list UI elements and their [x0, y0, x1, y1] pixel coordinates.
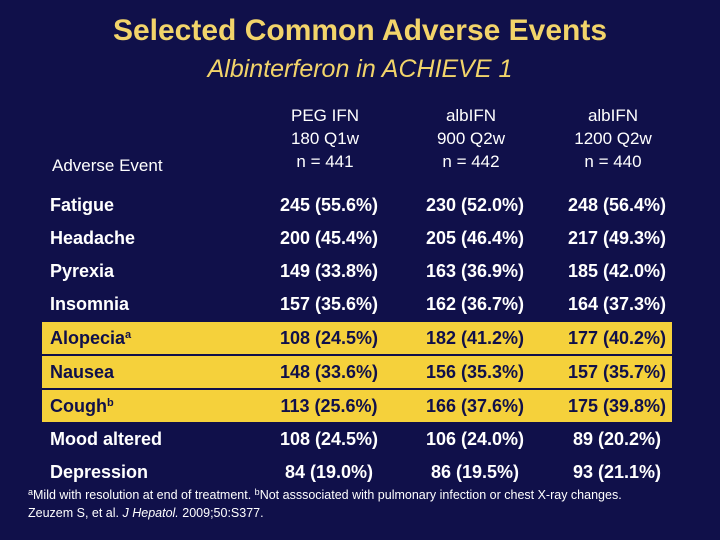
value-peg-ifn: 148 (33.6%) [279, 362, 379, 382]
slide-title: Selected Common Adverse Events [112, 14, 608, 47]
value-albifn-900: 230 (52.0%) [425, 195, 525, 215]
event-name: Fatigue [50, 195, 115, 215]
value-albifn-1200: 89 (20.2%) [572, 429, 662, 449]
table-row: Headache 200 (45.4%) 205 (46.4%) 217 (49… [42, 222, 672, 254]
value-albifn-1200: 175 (39.8%) [567, 396, 667, 416]
value-albifn-900: 156 (35.3%) [425, 362, 525, 382]
header-line: 900 Q2w [436, 129, 506, 148]
footnote-marker: b [106, 397, 114, 409]
footnote-definitions: aMild with resolution at end of treatmen… [28, 487, 622, 502]
value-albifn-900: 162 (36.7%) [425, 294, 525, 314]
header-line: PEG IFN [290, 106, 359, 125]
value-peg-ifn: 200 (45.4%) [279, 228, 379, 248]
event-name: Coughb [50, 396, 114, 416]
value-albifn-900: 106 (24.0%) [425, 429, 525, 449]
value-peg-ifn: 113 (25.6%) [280, 396, 378, 416]
table-row: Mood altered 108 (24.5%) 106 (24.0%) 89 … [42, 423, 672, 455]
value-peg-ifn: 149 (33.8%) [279, 261, 379, 281]
event-name: Mood altered [50, 429, 163, 449]
table-row: Fatigue 245 (55.6%) 230 (52.0%) 248 (56.… [42, 189, 672, 221]
header-line: albIFN [445, 106, 497, 125]
table-row-highlighted: Nausea 148 (33.6%) 156 (35.3%) 157 (35.7… [42, 356, 672, 388]
value-peg-ifn: 245 (55.6%) [279, 195, 379, 215]
header-line: n = 440 [584, 152, 642, 171]
header-peg-ifn: PEG IFN 180 Q1w n = 441 [260, 104, 390, 173]
header-adverse-event: Adverse Event [52, 156, 163, 175]
value-peg-ifn: 108 (24.5%) [279, 429, 379, 449]
value-albifn-1200: 185 (42.0%) [567, 261, 667, 281]
value-albifn-900: 166 (37.6%) [425, 396, 525, 416]
header-line: 180 Q1w [290, 129, 360, 148]
value-albifn-1200: 93 (21.1%) [572, 462, 662, 482]
table-row: Insomnia 157 (35.6%) 162 (36.7%) 164 (37… [42, 288, 672, 320]
event-name: Depression [50, 462, 149, 482]
value-albifn-1200: 164 (37.3%) [567, 294, 667, 314]
header-line: 1200 Q2w [574, 129, 652, 148]
value-albifn-900: 163 (36.9%) [425, 261, 525, 281]
table-row: Pyrexia 149 (33.8%) 163 (36.9%) 185 (42.… [42, 255, 672, 287]
footnote: aMild with resolution at end of treatmen… [28, 487, 708, 522]
header-line: albIFN [587, 106, 639, 125]
value-peg-ifn: 157 (35.6%) [279, 294, 379, 314]
citation: Zeuzem S, et al. J Hepatol. 2009;50:S377… [28, 506, 264, 520]
table-row-highlighted: Alopeciaa 108 (24.5%) 182 (41.2%) 177 (4… [42, 322, 672, 354]
value-albifn-900: 86 (19.5%) [430, 462, 520, 482]
event-name: Pyrexia [50, 261, 115, 281]
event-name: Insomnia [50, 294, 130, 314]
value-albifn-1200: 217 (49.3%) [567, 228, 667, 248]
header-albifn-900: albIFN 900 Q2w n = 442 [406, 104, 536, 173]
value-albifn-900: 205 (46.4%) [425, 228, 525, 248]
value-albifn-900: 182 (41.2%) [425, 328, 525, 348]
value-peg-ifn: 84 (19.0%) [284, 462, 374, 482]
header-line: n = 442 [442, 152, 500, 171]
footnote-marker: a [125, 329, 132, 341]
value-albifn-1200: 177 (40.2%) [567, 328, 667, 348]
value-albifn-1200: 157 (35.7%) [567, 362, 667, 382]
table-row-highlighted: Coughb 113 (25.6%) 166 (37.6%) 175 (39.8… [42, 390, 672, 422]
slide-subtitle: Albinterferon in ACHIEVE 1 [207, 55, 513, 83]
event-name: Headache [50, 228, 136, 248]
value-peg-ifn: 108 (24.5%) [279, 328, 379, 348]
header-albifn-1200: albIFN 1200 Q2w n = 440 [548, 104, 678, 173]
value-albifn-1200: 248 (56.4%) [567, 195, 667, 215]
table-row: Depression 84 (19.0%) 86 (19.5%) 93 (21.… [42, 456, 672, 488]
event-name: Nausea [50, 362, 115, 382]
event-name: Alopeciaa [50, 328, 132, 348]
header-line: n = 441 [296, 152, 354, 171]
